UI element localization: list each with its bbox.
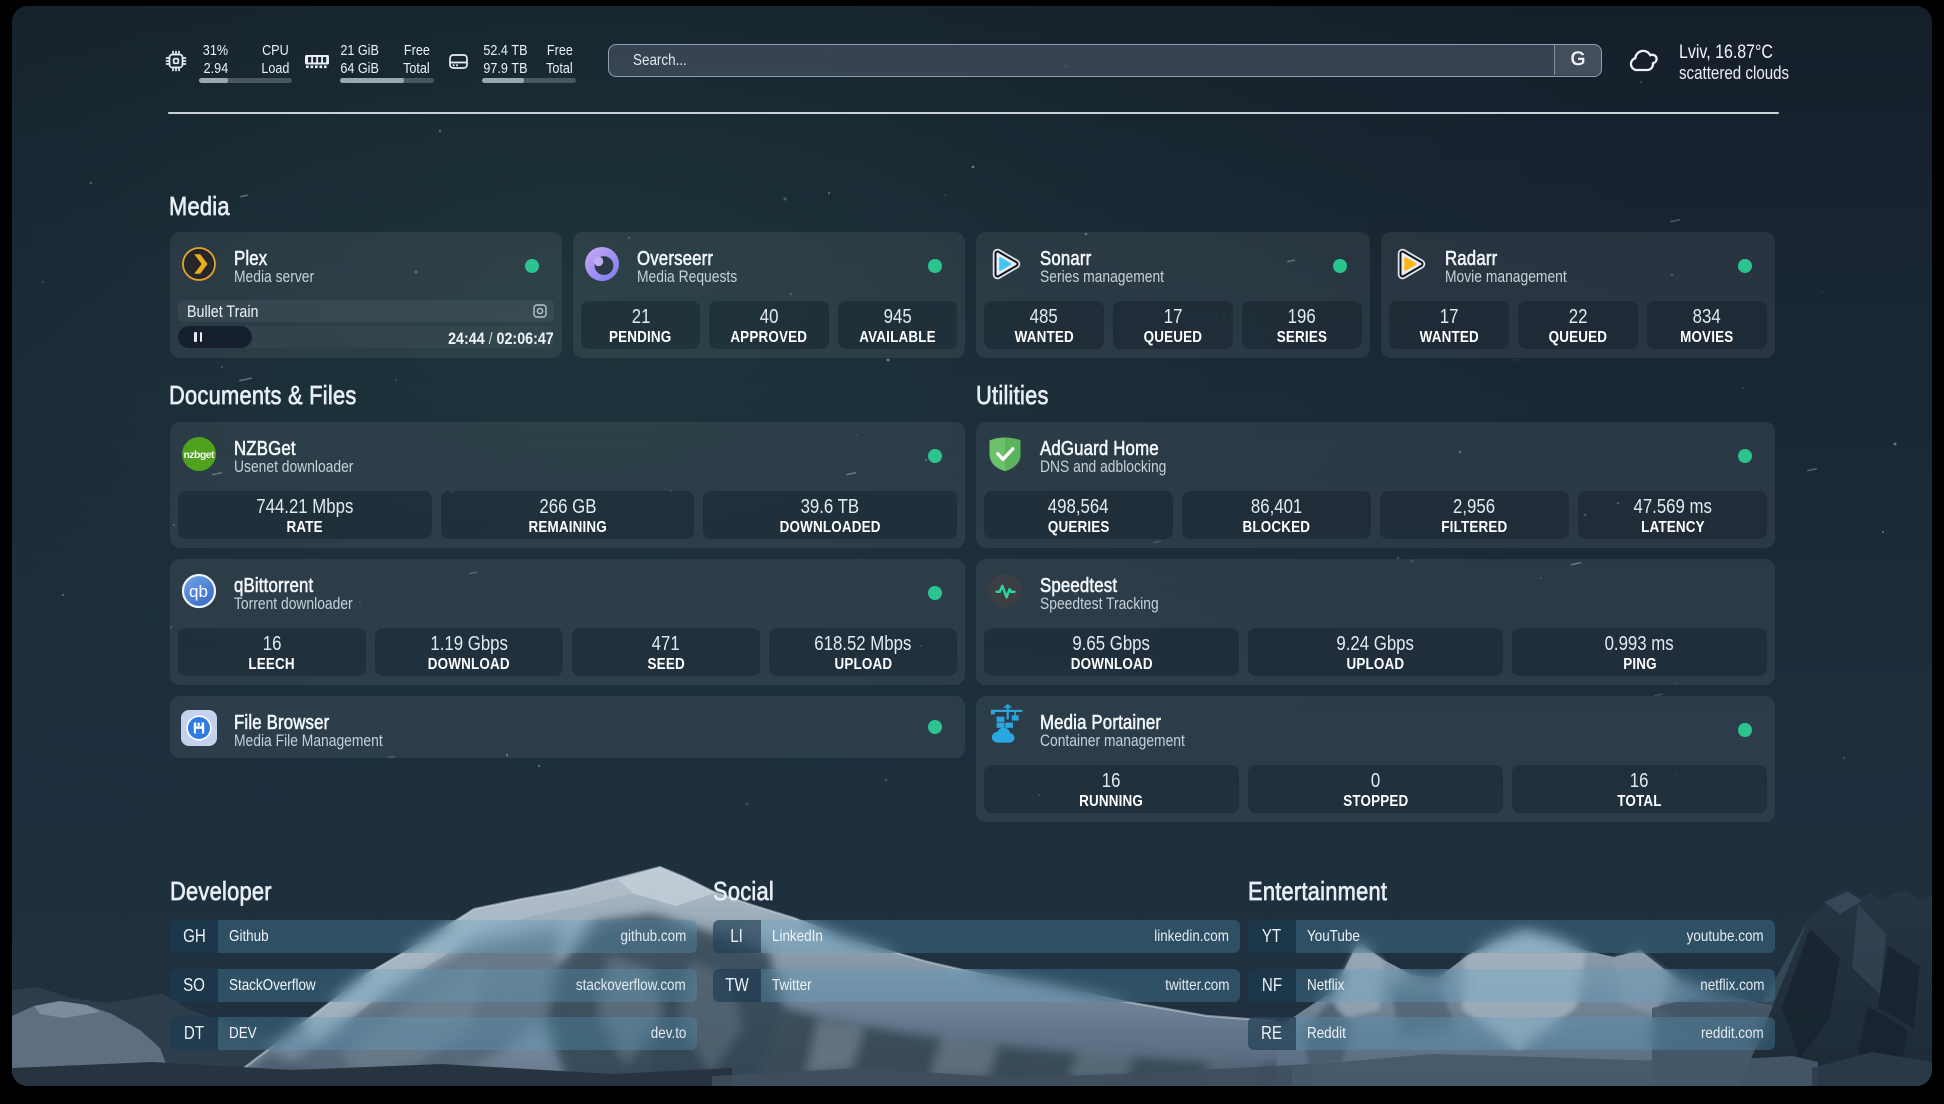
svg-text:nzbget: nzbget [184,449,216,461]
svg-text:qb: qb [189,582,208,601]
